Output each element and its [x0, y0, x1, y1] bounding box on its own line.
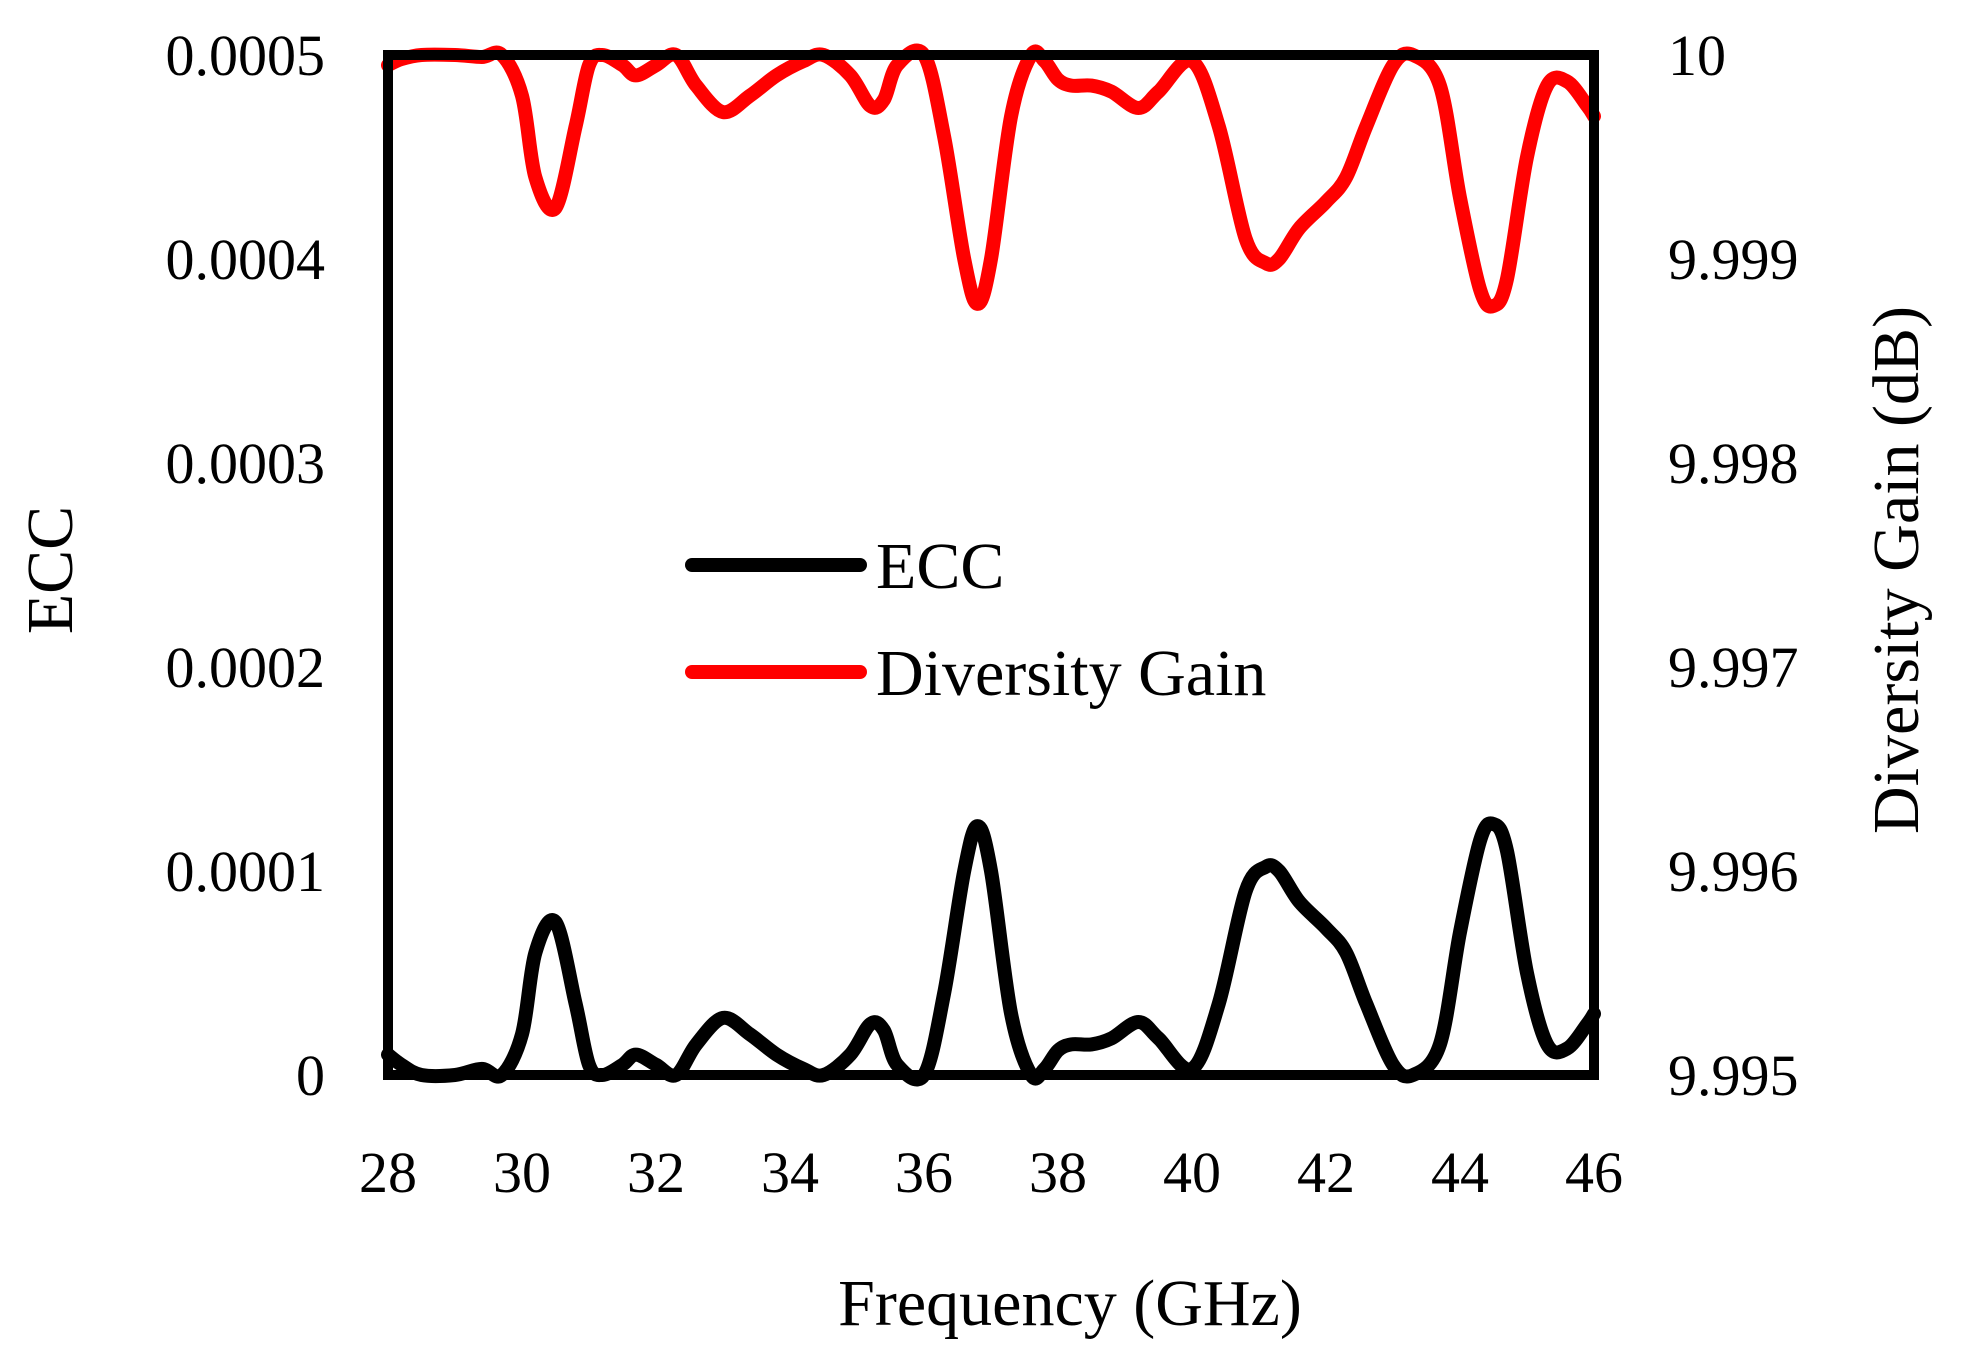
y-right-tick-label: 10 — [1668, 23, 1726, 88]
x-tick-label: 36 — [895, 1140, 953, 1205]
legend-label-ecc: ECC — [876, 530, 1004, 603]
plot-marks — [381, 43, 1601, 1087]
series-line-diversity-gain — [381, 43, 1601, 314]
x-axis-title: Frequency (GHz) — [838, 1267, 1302, 1340]
x-tick-label: 30 — [493, 1140, 551, 1205]
y-right-tick-label: 9.995 — [1668, 1043, 1799, 1108]
plot-frame — [383, 50, 1599, 1080]
legend: ECC Diversity Gain — [685, 530, 1266, 710]
x-tick-labels: 28 30 32 34 36 38 40 42 44 46 — [359, 1140, 1623, 1205]
y-left-tick-label: 0 — [296, 1043, 325, 1108]
y-right-tick-labels: 9.995 9.996 9.997 9.998 9.999 10 — [1668, 23, 1799, 1108]
y-left-tick-labels: 0 0.0001 0.0002 0.0003 0.0004 0.0005 — [166, 23, 326, 1108]
series-line-ecc — [381, 816, 1601, 1087]
x-tick-label: 38 — [1029, 1140, 1087, 1205]
y-left-tick-label: 0.0001 — [166, 839, 326, 904]
y-right-tick-label: 9.998 — [1668, 431, 1799, 496]
x-tick-label: 28 — [359, 1140, 417, 1205]
y-left-tick-label: 0.0004 — [166, 227, 326, 292]
y-left-tick-label: 0.0003 — [166, 431, 326, 496]
x-tick-label: 32 — [627, 1140, 685, 1205]
y-left-axis-title: ECC — [14, 506, 87, 634]
legend-label-diversity-gain: Diversity Gain — [876, 637, 1266, 710]
y-right-tick-label: 9.996 — [1668, 839, 1799, 904]
x-tick-label: 42 — [1297, 1140, 1355, 1205]
y-left-tick-label: 0.0002 — [166, 635, 326, 700]
x-tick-label: 44 — [1431, 1140, 1489, 1205]
y-left-tick-label: 0.0005 — [166, 23, 326, 88]
y-right-axis-title: Diversity Gain (dB) — [1860, 306, 1933, 834]
y-right-tick-label: 9.997 — [1668, 635, 1799, 700]
x-tick-label: 34 — [761, 1140, 819, 1205]
y-right-tick-label: 9.999 — [1668, 227, 1799, 292]
x-tick-label: 46 — [1565, 1140, 1623, 1205]
x-tick-label: 40 — [1163, 1140, 1221, 1205]
